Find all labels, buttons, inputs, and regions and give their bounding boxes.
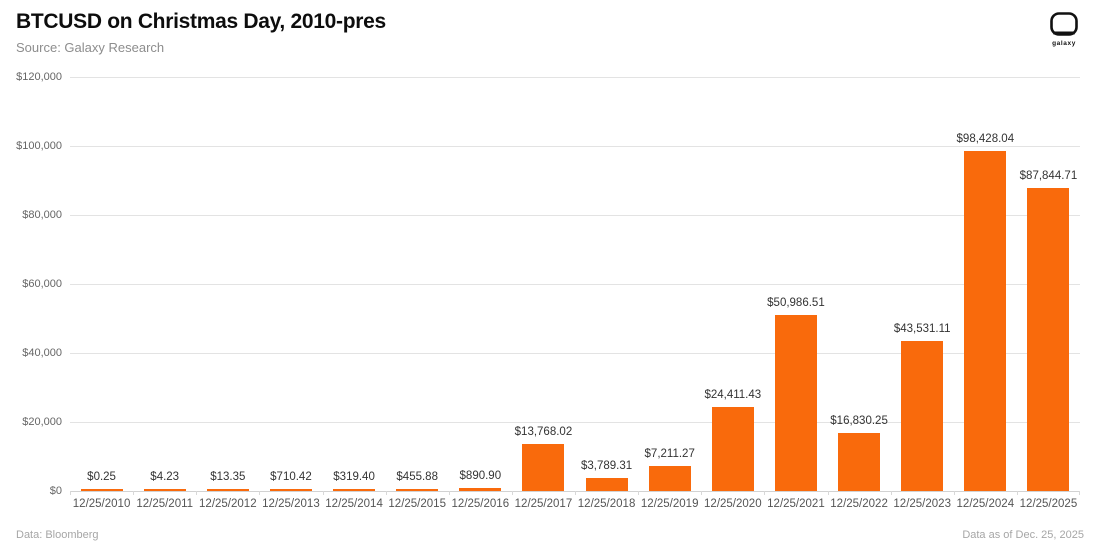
x-axis-tick bbox=[70, 491, 71, 495]
gridline bbox=[70, 352, 1080, 354]
x-axis-tick bbox=[764, 491, 766, 495]
bar bbox=[80, 489, 123, 491]
bar-value-label: $455.88 bbox=[396, 471, 438, 483]
bar-value-label: $0.25 bbox=[87, 471, 116, 483]
bar bbox=[333, 489, 376, 491]
plot-area: $0.25 12/25/2010 $4.23 12/25/2011 $13.35 12/2… bbox=[70, 76, 1080, 510]
gridline bbox=[70, 145, 1080, 147]
x-axis-tick bbox=[196, 491, 198, 495]
x-axis-tick bbox=[133, 491, 135, 495]
x-tick-label: 12/25/2015 bbox=[388, 498, 446, 510]
bar-value-label: $7,211.27 bbox=[644, 448, 695, 461]
x-axis-tick bbox=[1016, 491, 1018, 495]
y-tick-label: $120,000 bbox=[16, 71, 62, 83]
bar bbox=[269, 488, 312, 491]
y-tick-label: $40,000 bbox=[22, 347, 62, 359]
x-tick-label: 12/25/2020 bbox=[704, 498, 762, 510]
bar-value-label: $98,428.04 bbox=[956, 133, 1015, 146]
bar bbox=[459, 487, 502, 491]
bar-value-label: $87,844.71 bbox=[1019, 169, 1078, 182]
bar bbox=[648, 466, 691, 491]
y-tick-label: $60,000 bbox=[22, 278, 62, 290]
x-axis-tick bbox=[701, 491, 703, 495]
x-axis-tick bbox=[385, 491, 387, 495]
x-axis-tick bbox=[890, 491, 892, 495]
bar bbox=[1027, 187, 1070, 491]
x-axis-tick bbox=[953, 491, 955, 495]
y-tick-label: $80,000 bbox=[22, 209, 62, 221]
x-tick-label: 12/25/2017 bbox=[514, 498, 573, 510]
x-axis-tick bbox=[448, 491, 450, 495]
galaxy-logo: galaxy bbox=[1042, 12, 1086, 47]
bar bbox=[522, 443, 565, 491]
x-tick-label: 12/25/2013 bbox=[262, 498, 320, 510]
x-tick-label: 12/25/2019 bbox=[640, 498, 699, 510]
bar bbox=[585, 477, 628, 491]
x-tick-label: 12/25/2012 bbox=[199, 498, 257, 510]
gridline bbox=[70, 421, 1080, 423]
x-axis-tick bbox=[827, 491, 829, 495]
bar bbox=[711, 406, 754, 491]
y-tick-label: $0 bbox=[49, 485, 62, 497]
y-axis-labels: $0 $20,000 $40,000 $60,000 $80,000 $100,000 $1… bbox=[0, 71, 62, 497]
x-tick-label: 12/25/2011 bbox=[136, 498, 194, 510]
galaxy-logo-text: galaxy bbox=[1052, 40, 1076, 47]
gridline bbox=[70, 283, 1080, 285]
bar-value-label: $3,789.31 bbox=[580, 459, 633, 472]
bar-value-label: $890.90 bbox=[459, 469, 502, 482]
chart-title: BTCUSD on Christmas Day, 2010-pres bbox=[16, 10, 386, 33]
bar-value-label: $16,830.25 bbox=[830, 414, 888, 427]
x-tick-label: 12/25/2025 bbox=[1019, 498, 1078, 510]
bar bbox=[396, 489, 439, 491]
x-axis-tick bbox=[259, 491, 261, 495]
x-tick-label: 12/25/2021 bbox=[767, 498, 825, 510]
bar-value-label: $319.40 bbox=[333, 471, 375, 483]
chart-subtitle: Source: Galaxy Research bbox=[16, 40, 165, 55]
y-tick-label: $100,000 bbox=[16, 140, 62, 152]
bar-value-label: $13.35 bbox=[210, 471, 246, 483]
x-tick-label: 12/25/2023 bbox=[893, 498, 951, 510]
galaxy-helmet-icon bbox=[1042, 12, 1086, 39]
x-axis-tick bbox=[575, 491, 576, 495]
x-tick-label: 12/25/2024 bbox=[956, 498, 1015, 510]
gridline bbox=[70, 214, 1080, 216]
bar-value-label: $50,986.51 bbox=[767, 297, 825, 310]
bar bbox=[901, 340, 944, 491]
x-tick-label: 12/25/2022 bbox=[830, 498, 888, 510]
bar bbox=[838, 432, 881, 491]
y-tick-label: $20,000 bbox=[22, 416, 62, 428]
bar-value-label: $13,768.02 bbox=[514, 425, 573, 438]
gridline bbox=[70, 76, 1080, 78]
x-axis-tick bbox=[1079, 491, 1080, 495]
x-axis-tick bbox=[322, 491, 324, 495]
x-tick-label: 12/25/2010 bbox=[72, 498, 131, 510]
x-tick-label: 12/25/2018 bbox=[577, 498, 636, 510]
x-axis-tick bbox=[638, 491, 640, 495]
x-tick-label: 12/25/2016 bbox=[451, 498, 510, 510]
bar-value-label: $43,531.11 bbox=[893, 322, 951, 335]
bar-value-label: $4.23 bbox=[150, 471, 180, 483]
footer-data-source: Data: Bloomberg bbox=[16, 529, 99, 541]
bar bbox=[206, 489, 249, 491]
x-tick-label: 12/25/2014 bbox=[325, 498, 383, 510]
bar-value-label: $710.42 bbox=[270, 470, 312, 483]
bar bbox=[143, 489, 186, 491]
x-axis-tick bbox=[511, 491, 513, 495]
bar bbox=[964, 151, 1007, 491]
footer-data-asof: Data as of Dec. 25, 2025 bbox=[962, 529, 1084, 541]
bar bbox=[774, 315, 817, 491]
bar-value-label: $24,411.43 bbox=[704, 388, 762, 401]
